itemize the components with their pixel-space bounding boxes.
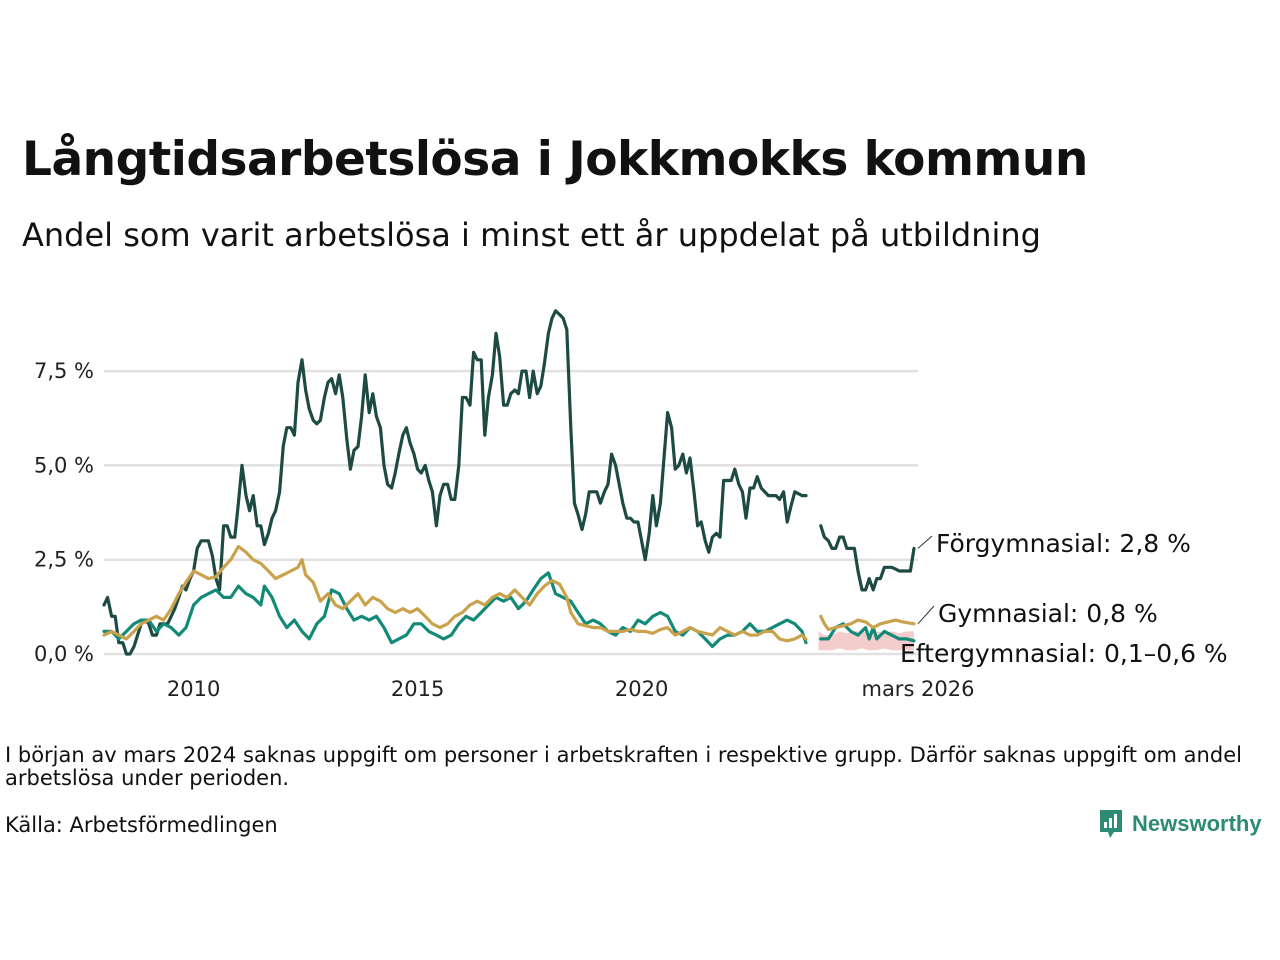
chart-title: Långtidsarbetslösa i Jokkmokks kommun <box>22 132 1088 187</box>
series-line-förgymnasial <box>102 309 916 656</box>
end-label-connector <box>917 605 935 625</box>
x-tick-label: 2010 <box>167 677 220 701</box>
series-layer <box>102 309 916 656</box>
newsworthy-logo: Newsworthy <box>1098 808 1262 840</box>
series-line-gymnasial <box>102 544 916 643</box>
source-note: Källa: Arbetsförmedlingen <box>5 813 278 837</box>
grid-layer: 0,0 % 2,5 % 5,0 % 7,5 % 2010 2015 2020 mars 202… <box>34 359 975 701</box>
series-line-eftergymnasial <box>102 571 916 649</box>
end-label-förgymnasial: Förgymnasial: 2,8 % <box>936 529 1191 558</box>
y-tick-label: 5,0 % <box>34 453 94 477</box>
x-tick-label: 2015 <box>391 677 444 701</box>
footnote: I början av mars 2024 saknas uppgift om … <box>5 743 1242 790</box>
y-tick-label: 7,5 % <box>34 359 94 383</box>
newsworthy-logo-icon <box>1100 810 1122 838</box>
end-label-gymnasial: Gymnasial: 0,8 % <box>938 599 1158 628</box>
end-label-eftergymnasial: Eftergymnasial: 0,1–0,6 % <box>900 639 1228 668</box>
y-tick-label: 2,5 % <box>34 548 94 572</box>
x-tick-label: 2020 <box>615 677 668 701</box>
end-label-connector <box>917 535 933 549</box>
x-tick-label: mars 2026 <box>861 677 974 701</box>
chart-subtitle: Andel som varit arbetslösa i minst ett å… <box>22 216 1041 254</box>
newsworthy-logo-text: Newsworthy <box>1132 811 1262 836</box>
line-chart: 0,0 % 2,5 % 5,0 % 7,5 % 2010 2015 2020 mars 202… <box>34 309 1228 701</box>
y-tick-label: 0,0 % <box>34 642 94 666</box>
label-layer: Förgymnasial: 2,8 % Gymnasial: 0,8 % Efter… <box>900 529 1228 668</box>
